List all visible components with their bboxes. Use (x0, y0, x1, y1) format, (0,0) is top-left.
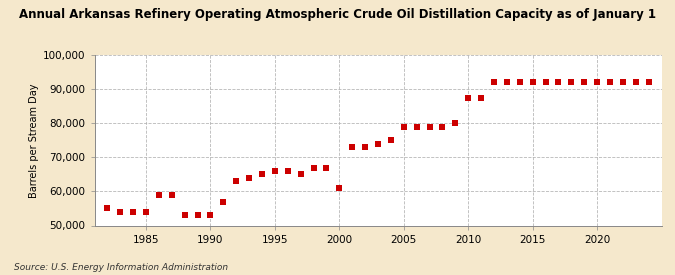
Point (489, 80, 500, 84)
Point (218, 199, 229, 204)
Point (540, 80, 551, 84)
Point (643, 80, 654, 84)
Point (360, 145, 371, 149)
Point (411, 124, 422, 129)
Y-axis label: Barrels per Stream Day: Barrels per Stream Day (29, 83, 38, 197)
Point (373, 141, 383, 146)
Point (282, 169, 293, 173)
Point (514, 80, 525, 84)
Point (231, 179, 242, 183)
Point (256, 172, 267, 177)
Point (347, 145, 358, 149)
Point (605, 80, 616, 84)
Point (398, 124, 409, 129)
Point (153, 192, 164, 197)
Point (321, 165, 332, 170)
Point (618, 80, 628, 84)
Point (463, 95, 474, 100)
Text: Source: U.S. Energy Information Administration: Source: U.S. Energy Information Administ… (14, 263, 227, 272)
Point (527, 80, 538, 84)
Point (115, 210, 126, 214)
Point (630, 80, 641, 84)
Point (437, 124, 448, 129)
Text: Annual Arkansas Refinery Operating Atmospheric Crude Oil Distillation Capacity a: Annual Arkansas Refinery Operating Atmos… (19, 8, 656, 21)
Point (295, 172, 306, 177)
Point (385, 138, 396, 142)
Point (140, 210, 151, 214)
Point (308, 165, 319, 170)
Point (566, 80, 576, 84)
Point (450, 121, 461, 125)
Point (192, 213, 203, 218)
Point (578, 80, 589, 84)
Point (334, 186, 345, 190)
Point (553, 80, 564, 84)
Point (167, 192, 178, 197)
Point (244, 175, 254, 180)
Point (424, 124, 435, 129)
Point (502, 80, 512, 84)
Point (592, 80, 603, 84)
Point (128, 210, 138, 214)
Point (476, 95, 487, 100)
Point (180, 213, 190, 218)
Point (269, 169, 280, 173)
Point (205, 213, 216, 218)
Point (102, 206, 113, 211)
